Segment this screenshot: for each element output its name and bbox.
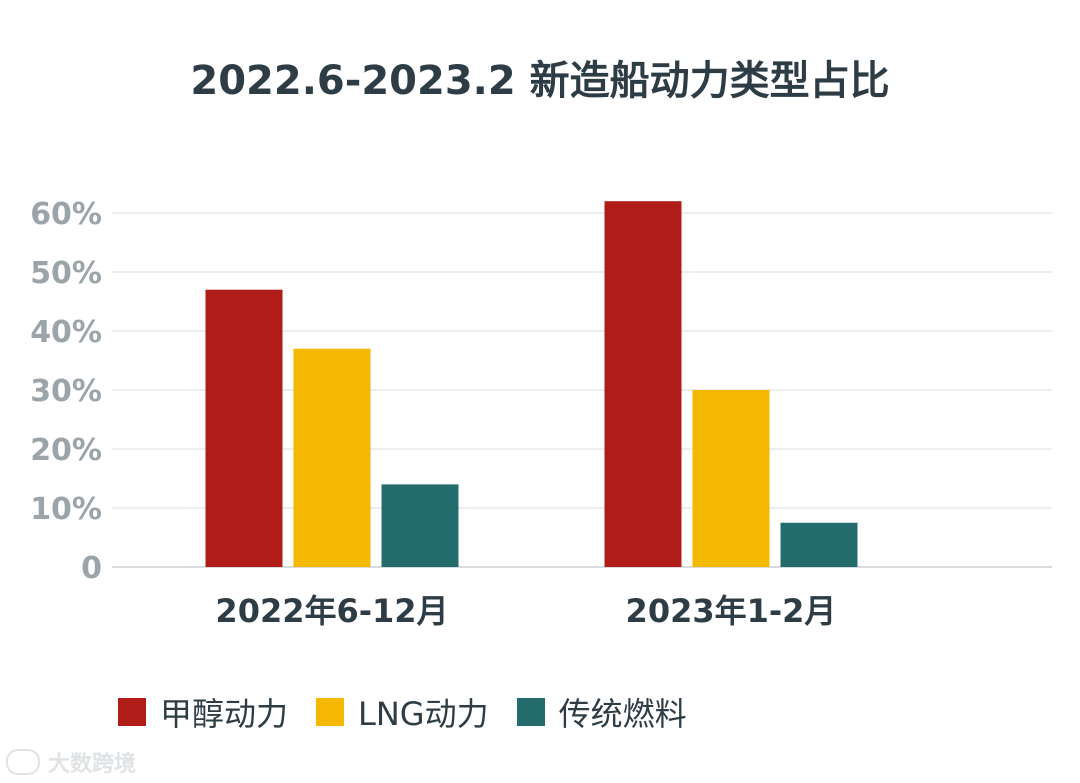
- legend-swatch: [118, 698, 146, 726]
- bar: [604, 201, 682, 567]
- legend-item: LNG动力: [316, 689, 489, 735]
- bar: [381, 484, 459, 567]
- y-tick-label: 40%: [30, 315, 102, 350]
- y-tick-label: 50%: [30, 256, 102, 291]
- y-tick-label: 20%: [30, 433, 102, 468]
- x-tick-label: 2022年6-12月: [215, 592, 448, 630]
- chart-legend: 甲醇动力 LNG动力 传统燃料: [118, 690, 715, 734]
- bar: [293, 348, 371, 567]
- legend-label: 甲醇动力: [160, 695, 289, 733]
- legend-item: 传统燃料: [516, 689, 687, 735]
- legend-swatch: [316, 698, 345, 726]
- y-tick-label: 30%: [30, 374, 102, 409]
- bar: [205, 289, 283, 567]
- y-tick-label: 10%: [30, 492, 102, 527]
- watermark: 大数跨境: [6, 746, 136, 778]
- legend-swatch: [516, 698, 545, 726]
- watermark-logo-icon: [6, 749, 40, 775]
- bar: [780, 522, 858, 567]
- bar: [692, 390, 770, 567]
- watermark-text: 大数跨境: [48, 752, 137, 777]
- y-tick-label: 60%: [30, 197, 102, 232]
- legend-item: 甲醇动力: [118, 689, 288, 735]
- x-tick-label: 2023年1-2月: [626, 592, 837, 630]
- y-tick-label: 0: [81, 551, 102, 586]
- chart-title: 2022.6-2023.2 新造船动力类型占比: [190, 58, 890, 104]
- legend-label: 传统燃料: [558, 695, 687, 733]
- legend-label: LNG动力: [358, 695, 489, 733]
